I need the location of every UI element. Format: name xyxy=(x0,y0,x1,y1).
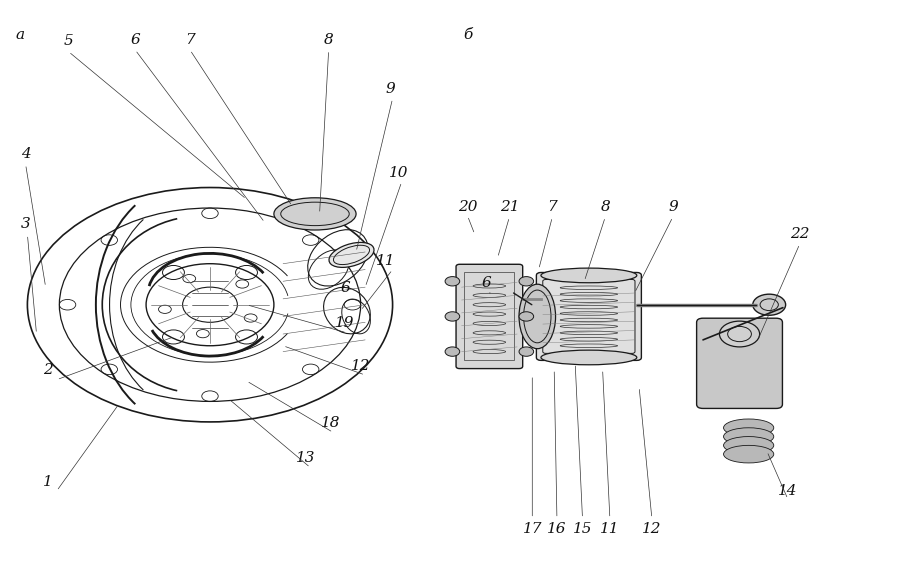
Circle shape xyxy=(446,347,459,356)
Text: 21: 21 xyxy=(499,200,519,214)
Ellipse shape xyxy=(274,197,356,230)
Circle shape xyxy=(719,321,760,347)
Text: 12: 12 xyxy=(642,522,662,536)
Circle shape xyxy=(752,294,785,315)
Ellipse shape xyxy=(723,419,773,437)
Text: 11: 11 xyxy=(600,522,620,536)
Text: 3: 3 xyxy=(21,217,30,231)
Text: 16: 16 xyxy=(547,522,567,536)
Text: 6: 6 xyxy=(482,276,491,290)
Circle shape xyxy=(446,312,459,321)
Ellipse shape xyxy=(723,428,773,445)
Text: 13: 13 xyxy=(296,451,316,465)
FancyBboxPatch shape xyxy=(456,264,522,369)
Text: 11: 11 xyxy=(375,254,395,268)
Text: 5: 5 xyxy=(64,34,73,48)
Text: 14: 14 xyxy=(778,484,798,498)
Ellipse shape xyxy=(519,284,555,349)
FancyBboxPatch shape xyxy=(697,318,782,408)
Text: 7: 7 xyxy=(548,200,557,214)
Text: 20: 20 xyxy=(457,200,477,214)
Ellipse shape xyxy=(329,243,374,267)
Text: 10: 10 xyxy=(389,166,409,180)
Text: 6: 6 xyxy=(341,281,350,295)
Ellipse shape xyxy=(540,350,637,364)
FancyBboxPatch shape xyxy=(536,272,641,360)
Text: 9: 9 xyxy=(386,82,395,96)
Ellipse shape xyxy=(723,445,773,463)
Text: 2: 2 xyxy=(43,363,52,377)
Text: 12: 12 xyxy=(351,359,371,373)
Text: 4: 4 xyxy=(21,146,30,161)
Text: 7: 7 xyxy=(185,33,194,47)
Text: 8: 8 xyxy=(601,200,610,214)
Text: 1: 1 xyxy=(43,475,52,489)
Ellipse shape xyxy=(540,268,637,282)
Text: 8: 8 xyxy=(324,33,333,47)
Circle shape xyxy=(519,277,533,286)
Text: 15: 15 xyxy=(572,522,593,536)
Text: б: б xyxy=(464,28,473,42)
Circle shape xyxy=(519,347,533,356)
Text: 9: 9 xyxy=(668,200,677,214)
Text: 18: 18 xyxy=(320,416,341,430)
Text: 17: 17 xyxy=(522,522,542,536)
Text: 6: 6 xyxy=(131,33,140,47)
Circle shape xyxy=(446,277,459,286)
Ellipse shape xyxy=(723,437,773,454)
Text: 22: 22 xyxy=(790,227,810,241)
Text: а: а xyxy=(16,28,25,42)
Circle shape xyxy=(519,312,533,321)
Text: 19: 19 xyxy=(335,316,355,331)
